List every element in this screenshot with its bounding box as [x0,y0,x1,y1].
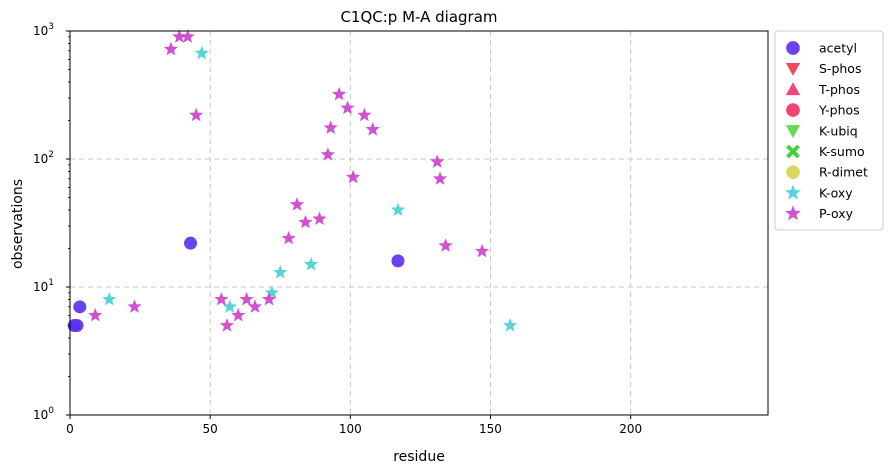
data-point-p-oxy [261,291,277,306]
legend-marker-k-sumo-stroke-b [786,144,800,159]
x-tick-label: 200 [619,422,642,436]
legend-marker-k-ubiq [785,125,801,138]
chart-title: C1QC:p M-A diagram [340,8,497,26]
data-point-p-oxy [127,299,142,313]
legend-item-k-oxy: K-oxy [785,184,853,200]
y-tick-label: 103 [33,22,54,38]
data-point-p-oxy [331,86,347,101]
data-point-p-oxy [298,214,313,229]
data-point-p-oxy [219,318,235,332]
legend-item-r-dimet: R-dimet [786,165,868,180]
tick-layer: 0 50 100 150 200 100 101 102 103 [33,22,642,436]
series-k-oxy [102,45,518,332]
legend-item-acetyl: acetyl [786,41,857,56]
legend-label: R-dimet [819,165,868,180]
data-point-k-oxy [303,256,319,271]
x-tick-label: 100 [339,422,362,436]
data-point-k-oxy [222,299,237,313]
data-point-p-oxy [474,243,490,258]
data-point-p-oxy [189,107,204,122]
legend-label: S-phos [819,61,861,76]
legend-item-k-sumo: K-sumo [786,144,865,159]
data-point-p-oxy [323,120,338,134]
data-point-acetyl [73,300,87,314]
data-point-p-oxy [247,299,263,313]
legend-marker-t-phos [785,82,801,96]
data-point-p-oxy [340,100,355,115]
plot-frame [69,30,769,416]
data-point-k-oxy [102,291,117,306]
legend-marker-s-phos [785,62,801,76]
x-axis-title: residue [393,449,445,465]
legend-label: acetyl [819,41,857,56]
legend-marker-p-oxy [785,205,801,221]
legend-item-y-phos: Y-phos [786,103,860,118]
legend-marker-k-oxy [785,184,801,200]
data-point-p-oxy [231,307,246,322]
data-point-p-oxy [180,29,195,43]
x-tick-label: 0 [66,422,74,436]
legend-label: K-oxy [819,185,853,200]
y-axis-title: observations [10,179,26,269]
legend-items: acetyl S-phos T-phos Y-phos K-ubiq K-sumo R-di… [785,41,868,221]
data-point-k-oxy [502,318,518,332]
series-acetyl [67,236,405,333]
y-tick-label: 102 [33,150,54,166]
legend-label: P-oxy [819,206,854,221]
x-tick-label: 150 [479,422,502,436]
legend-item-k-ubiq: K-ubiq [785,123,858,138]
data-point-p-oxy [281,230,296,245]
legend: acetyl S-phos T-phos Y-phos K-ubiq K-sumo R-di… [774,30,884,231]
legend-marker-k-sumo [786,144,800,159]
y-tick-label: 100 [33,406,54,422]
series-layer [67,29,518,333]
data-point-p-oxy [88,307,103,322]
x-tick-label: 50 [203,422,218,436]
data-point-k-oxy [390,202,406,216]
data-point-p-oxy [345,169,361,184]
data-point-k-oxy [264,285,279,299]
data-point-p-oxy [172,29,187,43]
data-point-p-oxy [163,41,179,56]
data-point-p-oxy [430,154,445,168]
data-point-p-oxy [320,147,336,161]
data-point-acetyl [70,319,84,333]
legend-item-p-oxy: P-oxy [785,205,854,221]
legend-label: T-phos [818,82,860,97]
y-tick-label: 101 [33,278,54,294]
legend-marker-r-dimet [786,165,800,180]
data-point-p-oxy [357,107,372,122]
legend-box [774,30,884,231]
data-point-p-oxy [289,197,305,211]
legend-label: Y-phos [818,103,860,118]
data-point-p-oxy [239,291,254,306]
data-point-k-oxy [273,264,288,279]
series-p-oxy [88,29,490,332]
data-point-acetyl [184,236,198,250]
legend-item-s-phos: S-phos [785,61,861,76]
legend-marker-acetyl [786,41,800,55]
data-point-k-oxy [194,45,209,60]
legend-item-t-phos: T-phos [785,82,860,97]
legend-label: K-sumo [819,144,865,159]
data-point-p-oxy [214,291,229,306]
data-point-p-oxy [438,238,453,252]
legend-marker-y-phos [786,103,800,117]
data-point-acetyl [391,254,405,268]
data-point-p-oxy [365,122,380,136]
data-point-p-oxy [432,171,448,185]
data-point-p-oxy [312,211,327,226]
legend-label: K-ubiq [819,123,858,138]
